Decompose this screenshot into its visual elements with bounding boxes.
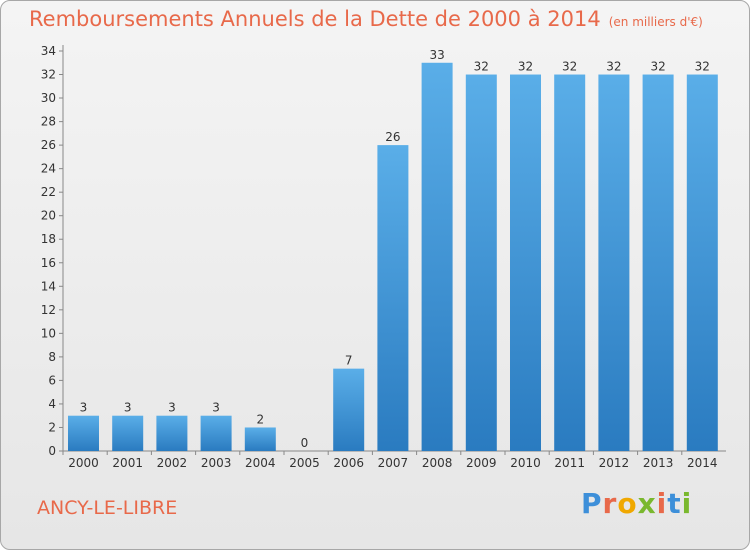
y-tick-label: 10: [41, 326, 56, 340]
logo-letter: P: [581, 487, 603, 520]
x-tick-label-2000: 2000: [68, 456, 99, 470]
place-name: ANCY-LE-LIBRE: [37, 497, 178, 519]
y-tick-label: 20: [41, 209, 56, 223]
y-tick-label: 22: [41, 185, 56, 199]
bar-2007: [377, 145, 409, 451]
value-label-2006: 7: [345, 354, 353, 368]
y-tick-label: 0: [48, 444, 56, 458]
value-label-2003: 3: [212, 401, 220, 415]
x-tick-label-2007: 2007: [378, 456, 409, 470]
value-label-2008: 33: [429, 48, 444, 62]
x-tick-label-2006: 2006: [333, 456, 364, 470]
value-label-2005: 0: [301, 436, 309, 450]
y-tick-label: 14: [41, 279, 56, 293]
y-tick-label: 28: [41, 115, 56, 129]
y-tick-label: 18: [41, 232, 56, 246]
y-tick-label: 2: [48, 420, 56, 434]
value-label-2001: 3: [124, 401, 132, 415]
x-tick-label-2008: 2008: [422, 456, 453, 470]
bar-2000: [68, 415, 99, 451]
y-tick-label: 12: [41, 303, 56, 317]
x-tick-label-2010: 2010: [510, 456, 541, 470]
value-label-2002: 3: [168, 401, 176, 415]
logo-letter: x: [637, 487, 657, 520]
logo-letter: i: [681, 487, 693, 520]
x-tick-label-2009: 2009: [466, 456, 497, 470]
value-label-2007: 26: [385, 130, 400, 144]
y-tick-label: 6: [48, 373, 56, 387]
bar-2001: [112, 415, 144, 451]
chart-unit: (en milliers d'€): [608, 15, 703, 29]
y-tick-label: 34: [41, 44, 56, 58]
bar-2011: [554, 74, 586, 451]
x-tick-label-2013: 2013: [643, 456, 674, 470]
bar-2013: [642, 74, 674, 451]
x-tick-label-2003: 2003: [201, 456, 232, 470]
bar-2003: [200, 415, 232, 451]
bar-2004: [244, 427, 276, 451]
value-label-2009: 32: [474, 60, 489, 74]
y-tick-label: 24: [41, 162, 56, 176]
value-label-2012: 32: [606, 60, 621, 74]
logo-letter: i: [656, 487, 668, 520]
value-label-2004: 2: [256, 412, 264, 426]
bar-2010: [510, 74, 541, 451]
y-tick-label: 8: [48, 350, 56, 364]
y-tick-label: 16: [41, 256, 56, 270]
x-tick-label-2004: 2004: [245, 456, 276, 470]
chart-title: Remboursements Annuels de la Dette de 20…: [29, 7, 703, 31]
x-tick-label-2014: 2014: [687, 456, 718, 470]
bar-2006: [333, 368, 365, 451]
proxiti-logo: Proxiti: [581, 487, 692, 520]
value-label-2010: 32: [518, 60, 533, 74]
bar-2008: [421, 62, 453, 451]
bar-2009: [465, 74, 497, 451]
bar-2012: [598, 74, 630, 451]
logo-letter: o: [617, 487, 638, 520]
x-tick-label-2011: 2011: [554, 456, 585, 470]
bar-2002: [156, 415, 188, 451]
value-label-2000: 3: [80, 401, 88, 415]
x-tick-label-2005: 2005: [289, 456, 320, 470]
bar-2014: [686, 74, 718, 451]
y-tick-label: 26: [41, 138, 56, 152]
logo-letter: r: [602, 487, 618, 520]
y-tick-label: 30: [41, 91, 56, 105]
value-label-2011: 32: [562, 60, 577, 74]
x-tick-label-2012: 2012: [599, 456, 630, 470]
y-tick-label: 4: [48, 397, 56, 411]
value-label-2014: 32: [695, 60, 710, 74]
value-label-2013: 32: [650, 60, 665, 74]
logo-letter: t: [667, 487, 682, 520]
y-tick-label: 32: [41, 68, 56, 82]
x-tick-label-2001: 2001: [112, 456, 143, 470]
x-tick-label-2002: 2002: [157, 456, 188, 470]
chart-title-text: Remboursements Annuels de la Dette de 20…: [29, 7, 601, 31]
